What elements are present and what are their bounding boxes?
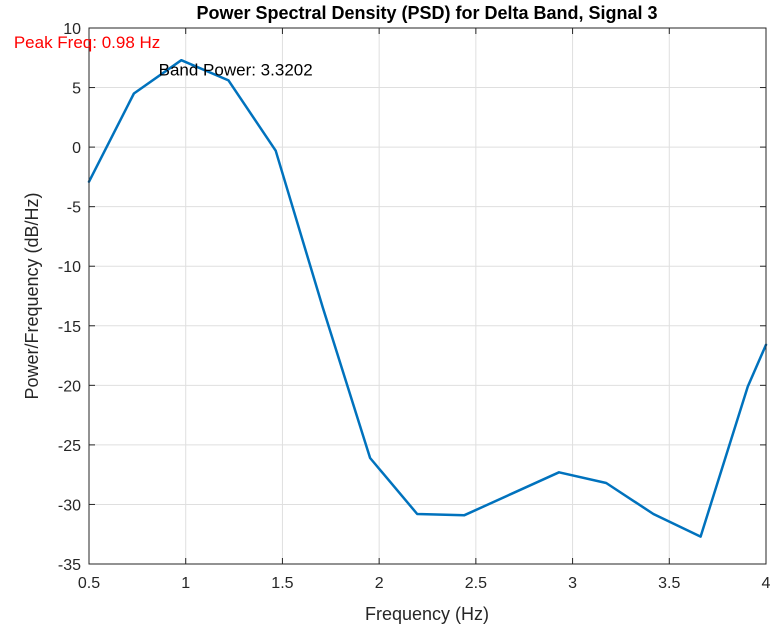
y-tick-label: -15 — [58, 319, 81, 336]
y-tick-label: 5 — [72, 81, 81, 98]
y-tick-label: -35 — [58, 557, 81, 574]
annotations: Peak Freq: 0.98 Hz Band Power: 3.3202 — [14, 33, 313, 79]
annotation-label: Band Power: 3.3202 — [159, 61, 313, 80]
x-tick-labels: 0.5 1 1.5 2 2.5 3 3.5 4 — [78, 575, 771, 592]
y-axis-label: Power/Frequency (dB/Hz) — [22, 192, 42, 399]
x-tick-label: 4 — [762, 575, 771, 592]
plot-frame — [88, 27, 767, 565]
tick-marks — [88, 27, 767, 565]
y-tick-label: -20 — [58, 378, 81, 395]
x-tick-label: 2 — [375, 575, 384, 592]
y-tick-label: -10 — [58, 259, 81, 276]
psd-series-line — [87, 58, 768, 538]
y-tick-label: -30 — [58, 497, 81, 514]
x-axis-label: Frequency (Hz) — [365, 604, 489, 624]
x-tick-label: 3.5 — [658, 575, 680, 592]
y-tick-label: -25 — [58, 438, 81, 455]
x-tick-label: 3 — [568, 575, 577, 592]
x-tick-label: 2.5 — [465, 575, 487, 592]
y-tick-label: -5 — [67, 200, 81, 217]
series-group — [87, 58, 768, 538]
y-tick-labels: -35 -30 -25 -20 -15 -10 -5 0 5 10 — [58, 21, 81, 574]
y-tick-label: 0 — [72, 140, 81, 157]
plot-area — [89, 28, 766, 564]
x-tick-label: 0.5 — [78, 575, 100, 592]
annotation-label: Peak Freq: 0.98 Hz — [14, 33, 160, 52]
y-tick-label: 10 — [63, 21, 81, 38]
chart-title: Power Spectral Density (PSD) for Delta B… — [196, 3, 657, 23]
x-tick-label: 1.5 — [271, 575, 293, 592]
x-tick-label: 1 — [181, 575, 190, 592]
